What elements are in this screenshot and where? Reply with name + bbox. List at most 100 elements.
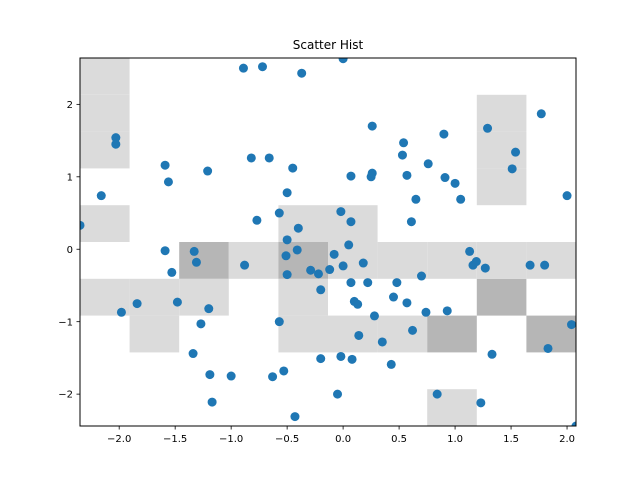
hist-bin [427, 315, 477, 353]
scatter-point [160, 246, 170, 256]
scatter-point [111, 139, 121, 149]
x-tick-label: 1.5 [503, 434, 519, 445]
scatter-point [408, 325, 418, 335]
hist-bin [476, 168, 527, 206]
y-tick-label: 0 [67, 245, 73, 256]
scatter-point [132, 299, 142, 309]
scatter-point [406, 217, 416, 227]
scatter-point [325, 265, 335, 275]
x-tick-label: −1.0 [219, 434, 243, 445]
scatter-point [386, 359, 396, 369]
scatter-point [264, 153, 274, 163]
scatter-point [240, 260, 250, 270]
scatter-point [377, 337, 387, 347]
y-tick-label: 2 [67, 100, 73, 111]
scatter-point [363, 278, 373, 288]
scatter-point [439, 129, 449, 139]
scatter-point [167, 267, 177, 277]
y-tick-label: −2 [58, 390, 73, 401]
scatter-point [329, 249, 339, 259]
hist-bin [278, 278, 328, 316]
y-tick-label: −1 [58, 317, 73, 328]
hist-bin [476, 242, 527, 279]
scatter-point [163, 177, 173, 187]
scatter-point [507, 164, 517, 174]
scatter-point [397, 150, 407, 160]
scatter-point [207, 397, 217, 407]
scatter-point [246, 153, 256, 163]
scatter-point [483, 123, 493, 133]
scatter-point [354, 330, 364, 340]
scatter-point [238, 63, 248, 73]
scatter-point [525, 260, 535, 270]
scatter-point [540, 260, 550, 270]
scatter-point [411, 194, 421, 204]
hist-bin [328, 242, 378, 279]
scatter-point [358, 258, 368, 268]
hist-bin [80, 58, 130, 95]
scatter-point [471, 257, 481, 267]
hist-bin [80, 131, 130, 169]
scatter-point [316, 285, 326, 295]
hist-bin [278, 315, 328, 353]
scatter-point [347, 354, 357, 364]
x-tick-label: 0.5 [391, 434, 407, 445]
scatter-point [313, 269, 323, 279]
scatter-point [421, 307, 431, 317]
y-axis: −2 −1 0 1 2 [58, 100, 80, 401]
scatter-point [536, 109, 546, 119]
scatter-point [480, 263, 490, 273]
scatter-point [465, 246, 475, 256]
scatter-point [562, 191, 572, 201]
hist-bin [526, 242, 576, 279]
scatter-point [116, 307, 126, 317]
scatter-point [333, 389, 343, 399]
x-tick-label: 1.0 [447, 434, 463, 445]
scatter-point [191, 257, 201, 267]
hist-bin [328, 315, 378, 353]
hist-bin [179, 278, 229, 316]
scatter-point [392, 278, 402, 288]
scatter-point [282, 188, 292, 198]
scatter-point [111, 133, 121, 143]
hist-bin [80, 94, 130, 132]
scatter-point [487, 349, 497, 359]
scatter-point [290, 412, 300, 422]
scatter-point [258, 62, 268, 72]
x-tick-label: −0.5 [275, 434, 299, 445]
scatter-point [292, 245, 302, 255]
scatter-point [293, 223, 303, 233]
scatter-point [423, 159, 433, 169]
scatter-point [336, 207, 346, 217]
scatter-point [96, 191, 106, 201]
scatter-point [204, 304, 214, 314]
scatter-point [511, 147, 521, 157]
scatter-point [226, 371, 236, 381]
scatter-point [189, 246, 199, 256]
scatter-point [268, 372, 278, 382]
scatter-point [288, 163, 298, 173]
x-tick-label: 0.0 [335, 434, 351, 445]
scatter-point [196, 319, 206, 329]
scatter-point [344, 240, 354, 250]
scatter-point [402, 298, 412, 308]
hist-bin [129, 315, 180, 353]
scatter-point [297, 68, 307, 78]
scatter-point [282, 270, 292, 280]
scatter-point [476, 398, 486, 408]
scatter-point [188, 349, 198, 359]
hist-bin [129, 278, 180, 316]
scatter-point [456, 194, 466, 204]
scatter-point [306, 265, 316, 275]
scatter-point [442, 306, 452, 316]
scatter-point [346, 278, 356, 288]
scatter-point [346, 171, 356, 181]
hist-bin [80, 205, 130, 242]
chart-title: Scatter Hist [293, 38, 364, 52]
scatter-point [367, 168, 377, 178]
scatter-point [369, 311, 379, 321]
scatter-point [367, 121, 377, 131]
scatter-point [567, 320, 576, 330]
scatter-point [338, 261, 348, 271]
scatter-point [274, 317, 284, 327]
